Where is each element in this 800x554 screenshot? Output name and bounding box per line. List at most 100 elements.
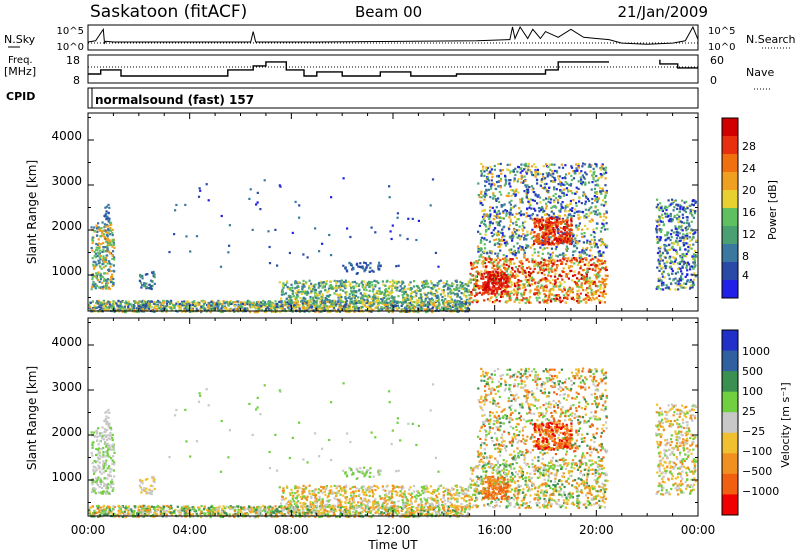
power-echo	[127, 305, 130, 309]
power-echo	[531, 173, 534, 176]
power-echo	[366, 281, 369, 285]
power-echo	[353, 280, 356, 283]
power-echo	[533, 240, 536, 243]
power-echo	[605, 222, 608, 225]
power-echo	[548, 186, 551, 189]
power-echo	[535, 226, 538, 229]
power-echo	[497, 197, 500, 200]
power-echo	[506, 281, 509, 284]
power-echo	[148, 283, 151, 286]
power-echo	[547, 172, 551, 175]
power-echo	[355, 272, 358, 275]
power-echo	[583, 216, 586, 219]
power-echo	[111, 273, 114, 276]
power-echo	[553, 232, 556, 235]
power-echo	[497, 293, 500, 296]
power-echo	[570, 261, 573, 264]
power-echo	[561, 290, 564, 293]
power-echo	[525, 280, 529, 284]
power-echo	[566, 220, 569, 223]
power-echo	[509, 170, 512, 173]
power-echo	[111, 257, 114, 260]
power-echo	[571, 241, 574, 244]
power-echo	[322, 282, 325, 285]
power-echo	[540, 284, 543, 287]
power-echo	[562, 242, 565, 245]
power-echo	[509, 261, 512, 264]
power-echo	[582, 176, 585, 179]
power-echo	[185, 300, 188, 303]
power-echo	[334, 304, 337, 307]
power-echo	[297, 291, 300, 294]
power-echo	[566, 239, 569, 242]
power-echo	[580, 182, 583, 185]
power-echo	[447, 295, 450, 298]
power-echo	[549, 168, 552, 171]
power-echo	[562, 267, 565, 270]
power-echo	[550, 300, 553, 303]
power-echo	[557, 242, 560, 245]
power-echo	[584, 183, 587, 186]
power-echo	[102, 250, 105, 253]
power-echo	[524, 271, 527, 274]
power-echo	[507, 265, 511, 268]
power-echo	[98, 265, 102, 268]
power-echo	[401, 294, 404, 297]
power-echo	[437, 306, 440, 309]
power-echo	[590, 234, 593, 237]
power-echo	[254, 310, 257, 314]
power-echo	[516, 291, 520, 294]
power-echo	[523, 238, 526, 241]
power-echo	[105, 259, 108, 262]
power-echo	[580, 284, 583, 287]
power-echo	[553, 176, 556, 180]
power-echo	[591, 292, 594, 295]
power-echo	[90, 288, 93, 291]
power-echo	[308, 304, 311, 307]
power-echo	[601, 262, 604, 265]
power-echo	[531, 244, 534, 247]
power-echo	[295, 305, 298, 309]
power-echo	[310, 282, 313, 285]
power-echo	[535, 236, 538, 239]
power-echo	[546, 231, 549, 234]
power-echo	[270, 306, 273, 309]
power-echo	[557, 236, 560, 239]
power-echo	[299, 290, 302, 294]
power-echo	[517, 229, 520, 232]
power-echo	[590, 218, 593, 221]
power-echo	[578, 200, 581, 203]
power-echo	[495, 296, 498, 299]
power-echo	[517, 234, 520, 237]
power-echo	[498, 300, 501, 303]
power-echo	[147, 307, 151, 310]
power-echo	[495, 276, 498, 279]
power-echo	[472, 286, 476, 289]
power-echo	[542, 165, 545, 168]
power-echo	[521, 272, 524, 275]
power-echo	[510, 199, 513, 202]
power-echo	[573, 262, 576, 265]
power-echo	[304, 297, 307, 300]
power-echo	[470, 267, 473, 270]
power-echo	[480, 273, 483, 276]
power-echo	[481, 203, 484, 207]
power-echo	[582, 162, 585, 165]
power-echo	[523, 290, 526, 293]
power-echo	[361, 301, 364, 305]
power-echo	[386, 307, 389, 310]
power-echo	[417, 304, 421, 307]
power-echo	[586, 247, 589, 250]
power-echo	[590, 188, 593, 191]
power-echo	[549, 221, 552, 224]
power-echo	[597, 258, 600, 261]
power-echo	[112, 243, 116, 246]
power-echo	[517, 166, 520, 169]
power-echo	[487, 274, 490, 277]
power-echo	[549, 275, 553, 278]
power-echo	[185, 305, 188, 308]
power-echo	[501, 236, 504, 239]
power-echo	[392, 309, 395, 312]
power-echo	[97, 242, 101, 245]
power-echo	[469, 281, 473, 284]
